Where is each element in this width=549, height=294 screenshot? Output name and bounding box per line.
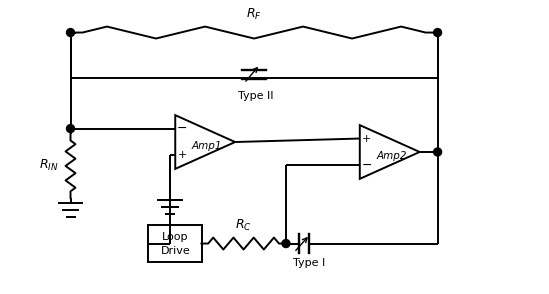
FancyBboxPatch shape [148,225,202,263]
Text: +: + [362,133,372,143]
Text: Amp1: Amp1 [192,141,222,151]
Circle shape [434,148,441,156]
Text: $R_F$: $R_F$ [246,7,262,22]
Text: −: − [361,159,372,172]
Text: −: − [177,122,188,135]
Text: Drive: Drive [160,245,190,255]
Text: $R_{IN}$: $R_{IN}$ [39,158,58,173]
Circle shape [66,29,75,36]
Text: Type I: Type I [293,258,325,268]
Circle shape [66,125,75,133]
Text: Type II: Type II [238,91,274,101]
Circle shape [282,240,290,248]
Text: Amp2: Amp2 [377,151,407,161]
Text: Loop: Loop [162,232,188,242]
Text: +: + [177,151,187,161]
Text: $R_C$: $R_C$ [235,218,252,233]
Circle shape [434,29,441,36]
